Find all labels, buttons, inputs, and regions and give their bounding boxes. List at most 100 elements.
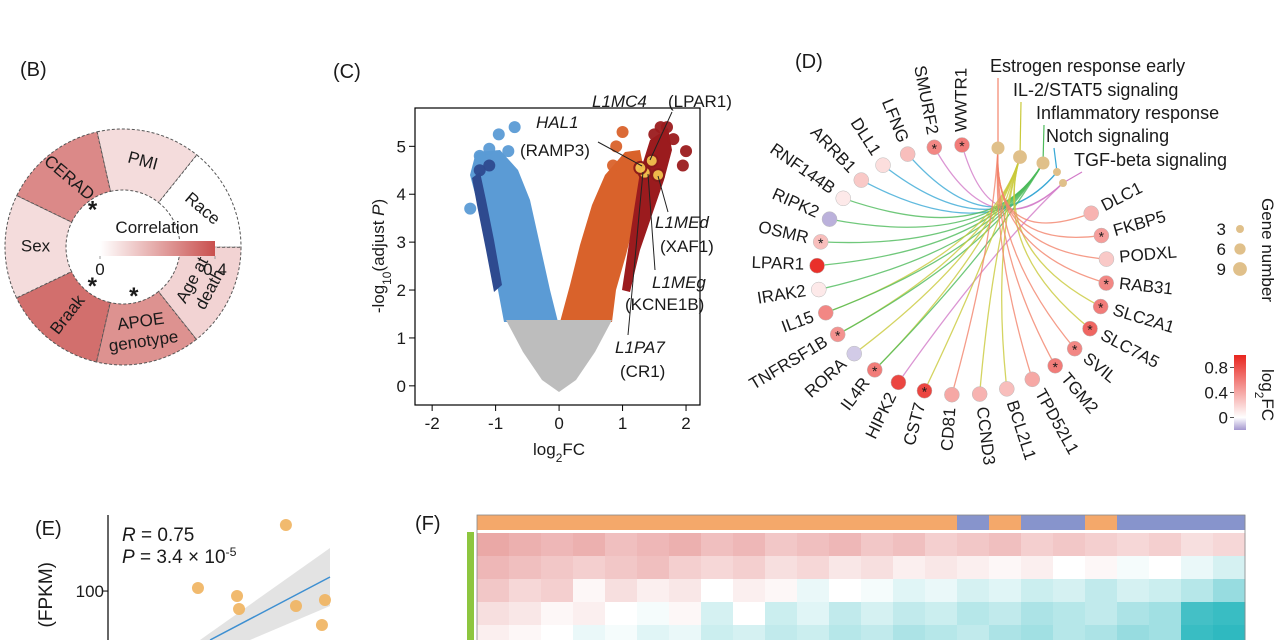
colorbar <box>1234 355 1246 430</box>
annotation-cell <box>765 515 798 530</box>
x-tick-label: 0 <box>554 414 563 433</box>
annotation-gene: (KCNE1B) <box>625 295 704 314</box>
network-edge <box>951 147 999 395</box>
annotation-leader <box>627 171 644 336</box>
stat-p: P = 3.4 × 10-5 <box>122 545 237 568</box>
pathway-label: Notch signaling <box>1046 126 1169 146</box>
heatmap-cell <box>701 533 734 557</box>
heatmap-cell <box>765 533 798 557</box>
heatmap-cell <box>861 579 894 603</box>
gene-node <box>1098 275 1114 291</box>
heatmap-cell <box>957 579 990 603</box>
heatmap-cell <box>573 602 606 626</box>
heatmap-cell <box>989 579 1022 603</box>
volcano-point <box>607 159 620 172</box>
gene-node <box>811 281 827 298</box>
heatmap-cell <box>733 533 766 557</box>
heatmap-cell <box>573 579 606 603</box>
heatmap-cell <box>573 533 606 557</box>
scatter-point <box>315 619 328 631</box>
annotation-cell <box>1181 515 1214 530</box>
heatmap-cell <box>861 602 894 626</box>
annotation-cell <box>893 515 926 530</box>
heatmap-cell <box>669 556 702 580</box>
annotation-cell <box>1149 515 1182 530</box>
gene-node <box>899 146 916 162</box>
significance-star: * <box>922 384 928 400</box>
heatmap-cell <box>829 625 862 640</box>
size-legend-label: 3 <box>1217 220 1226 239</box>
heatmap-cell <box>893 602 926 626</box>
heatmap-cell <box>509 602 542 626</box>
heatmap-cell <box>1181 579 1214 603</box>
y-tick-label: 100 <box>76 582 104 601</box>
heatmap-cell <box>957 625 990 640</box>
size-legend-label: 6 <box>1217 240 1226 259</box>
annotation-cell <box>957 515 990 530</box>
heatmap-cell <box>989 602 1022 626</box>
size-legend-title: Gene number <box>1258 198 1277 302</box>
annotation-cell <box>861 515 894 530</box>
annotation-gene: (XAF1) <box>660 237 714 256</box>
gene-node <box>853 172 870 188</box>
heatmap-cell <box>1149 602 1182 626</box>
heatmap-cell <box>669 533 702 557</box>
gene-label: OSMR <box>756 217 810 247</box>
gene-label: HIPK2 <box>862 389 901 441</box>
significance-star: * <box>1098 300 1104 316</box>
annotation-cell <box>1213 515 1246 530</box>
significance-star: * <box>1103 276 1109 292</box>
gene-label: IRAK2 <box>756 281 808 307</box>
gene-node <box>821 211 838 227</box>
annotation-element: L1MEd <box>655 213 709 232</box>
annotation-cell <box>477 515 510 530</box>
size-legend-circle <box>1234 243 1246 255</box>
network-edge <box>1001 156 1021 389</box>
volcano-point <box>610 140 623 153</box>
volcano-point <box>473 149 486 162</box>
cloud-dark-blue <box>472 172 502 292</box>
donut-segment <box>16 131 112 223</box>
stat-p-part: = 3.4 × 10 <box>135 547 226 568</box>
heatmap-cell <box>861 533 894 557</box>
gene-node <box>829 326 846 343</box>
gene-node <box>1092 298 1109 315</box>
annotation-cell <box>509 515 542 530</box>
gene-node <box>875 157 891 173</box>
gene-label: IL15 <box>779 307 817 336</box>
y-tick-label: 1 <box>397 329 406 348</box>
heatmap-cell <box>989 625 1022 640</box>
heatmap-cell <box>541 579 574 603</box>
gene-label: IL4R <box>837 374 874 414</box>
volcano-point <box>464 202 477 215</box>
heatmap-cell <box>477 533 510 557</box>
significance-star: * <box>932 140 938 156</box>
heatmap-cell <box>925 602 958 626</box>
stat-r-part: = 0.75 <box>136 525 195 546</box>
gene-node <box>890 374 907 391</box>
heatmap-cell <box>573 556 606 580</box>
annotation-gene: (RAMP3) <box>520 141 590 160</box>
significance-star: * <box>129 283 139 310</box>
volcano-point <box>644 153 659 168</box>
significance-star: * <box>1087 322 1093 338</box>
donut-segment <box>157 154 242 248</box>
heatmap-cell <box>893 556 926 580</box>
heatmap-cell <box>861 625 894 640</box>
colorbar-tick-label: 0.4 <box>1204 384 1228 403</box>
scatter-point <box>318 594 331 606</box>
annotation-leader <box>657 175 669 213</box>
heatmap-cell <box>1181 533 1214 557</box>
gene-label: SVIL <box>1079 349 1120 387</box>
gene-node <box>954 137 970 153</box>
heatmap-cell <box>797 556 830 580</box>
network-edge <box>897 182 1064 383</box>
gene-node <box>971 386 988 402</box>
pathway-leader <box>1053 147 1058 173</box>
heatmap-cell <box>669 625 702 640</box>
heatmap-cell <box>701 556 734 580</box>
volcano-point <box>483 142 496 155</box>
heatmap-cell <box>1053 602 1086 626</box>
colorbar-title-part: log <box>1258 369 1277 392</box>
